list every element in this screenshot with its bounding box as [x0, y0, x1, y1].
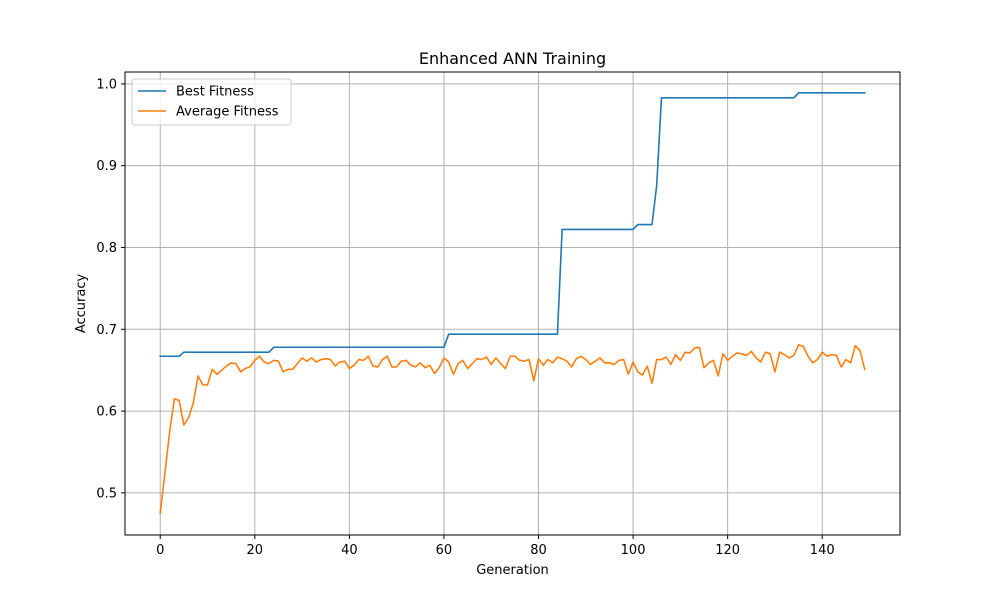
average-fitness-line: [159, 344, 866, 515]
x-tick-label: 140: [810, 543, 835, 558]
y-tick-label: 0.8: [96, 241, 117, 256]
legend-label-best-fitness: Best Fitness: [176, 85, 254, 100]
plot-area-frame: [124, 71, 901, 536]
x-tick-label: 120: [715, 543, 740, 558]
best-fitness-line: [159, 92, 866, 358]
chart-title: Enhanced ANN Training: [419, 49, 606, 68]
x-tick-label: 60: [436, 543, 453, 558]
x-tick-label: 80: [530, 543, 547, 558]
y-tick-label: 0.5: [96, 486, 117, 501]
y-tick-label: 0.7: [96, 323, 117, 338]
y-tick-label: 0.9: [96, 159, 117, 174]
legend-box: [131, 78, 292, 126]
x-tick-label: 40: [341, 543, 358, 558]
x-tick-label: 0: [156, 543, 164, 558]
series-layer: [159, 92, 866, 515]
x-tick-label: 100: [621, 543, 646, 558]
y-axis-title: Accuracy: [74, 274, 89, 334]
x-tick-label: 20: [247, 543, 264, 558]
legend-label-average-fitness: Average Fitness: [176, 105, 279, 120]
legend: Best Fitness Average Fitness: [131, 78, 292, 126]
grid: [125, 72, 900, 535]
axis-ticks: 0 20 40 60 80 100 120 140 0.5 0.6 0.7 0.8 0.9 1.0: [96, 77, 834, 558]
y-tick-label: 1.0: [96, 77, 117, 92]
y-tick-label: 0.6: [96, 405, 117, 420]
x-axis-title: Generation: [476, 563, 549, 578]
